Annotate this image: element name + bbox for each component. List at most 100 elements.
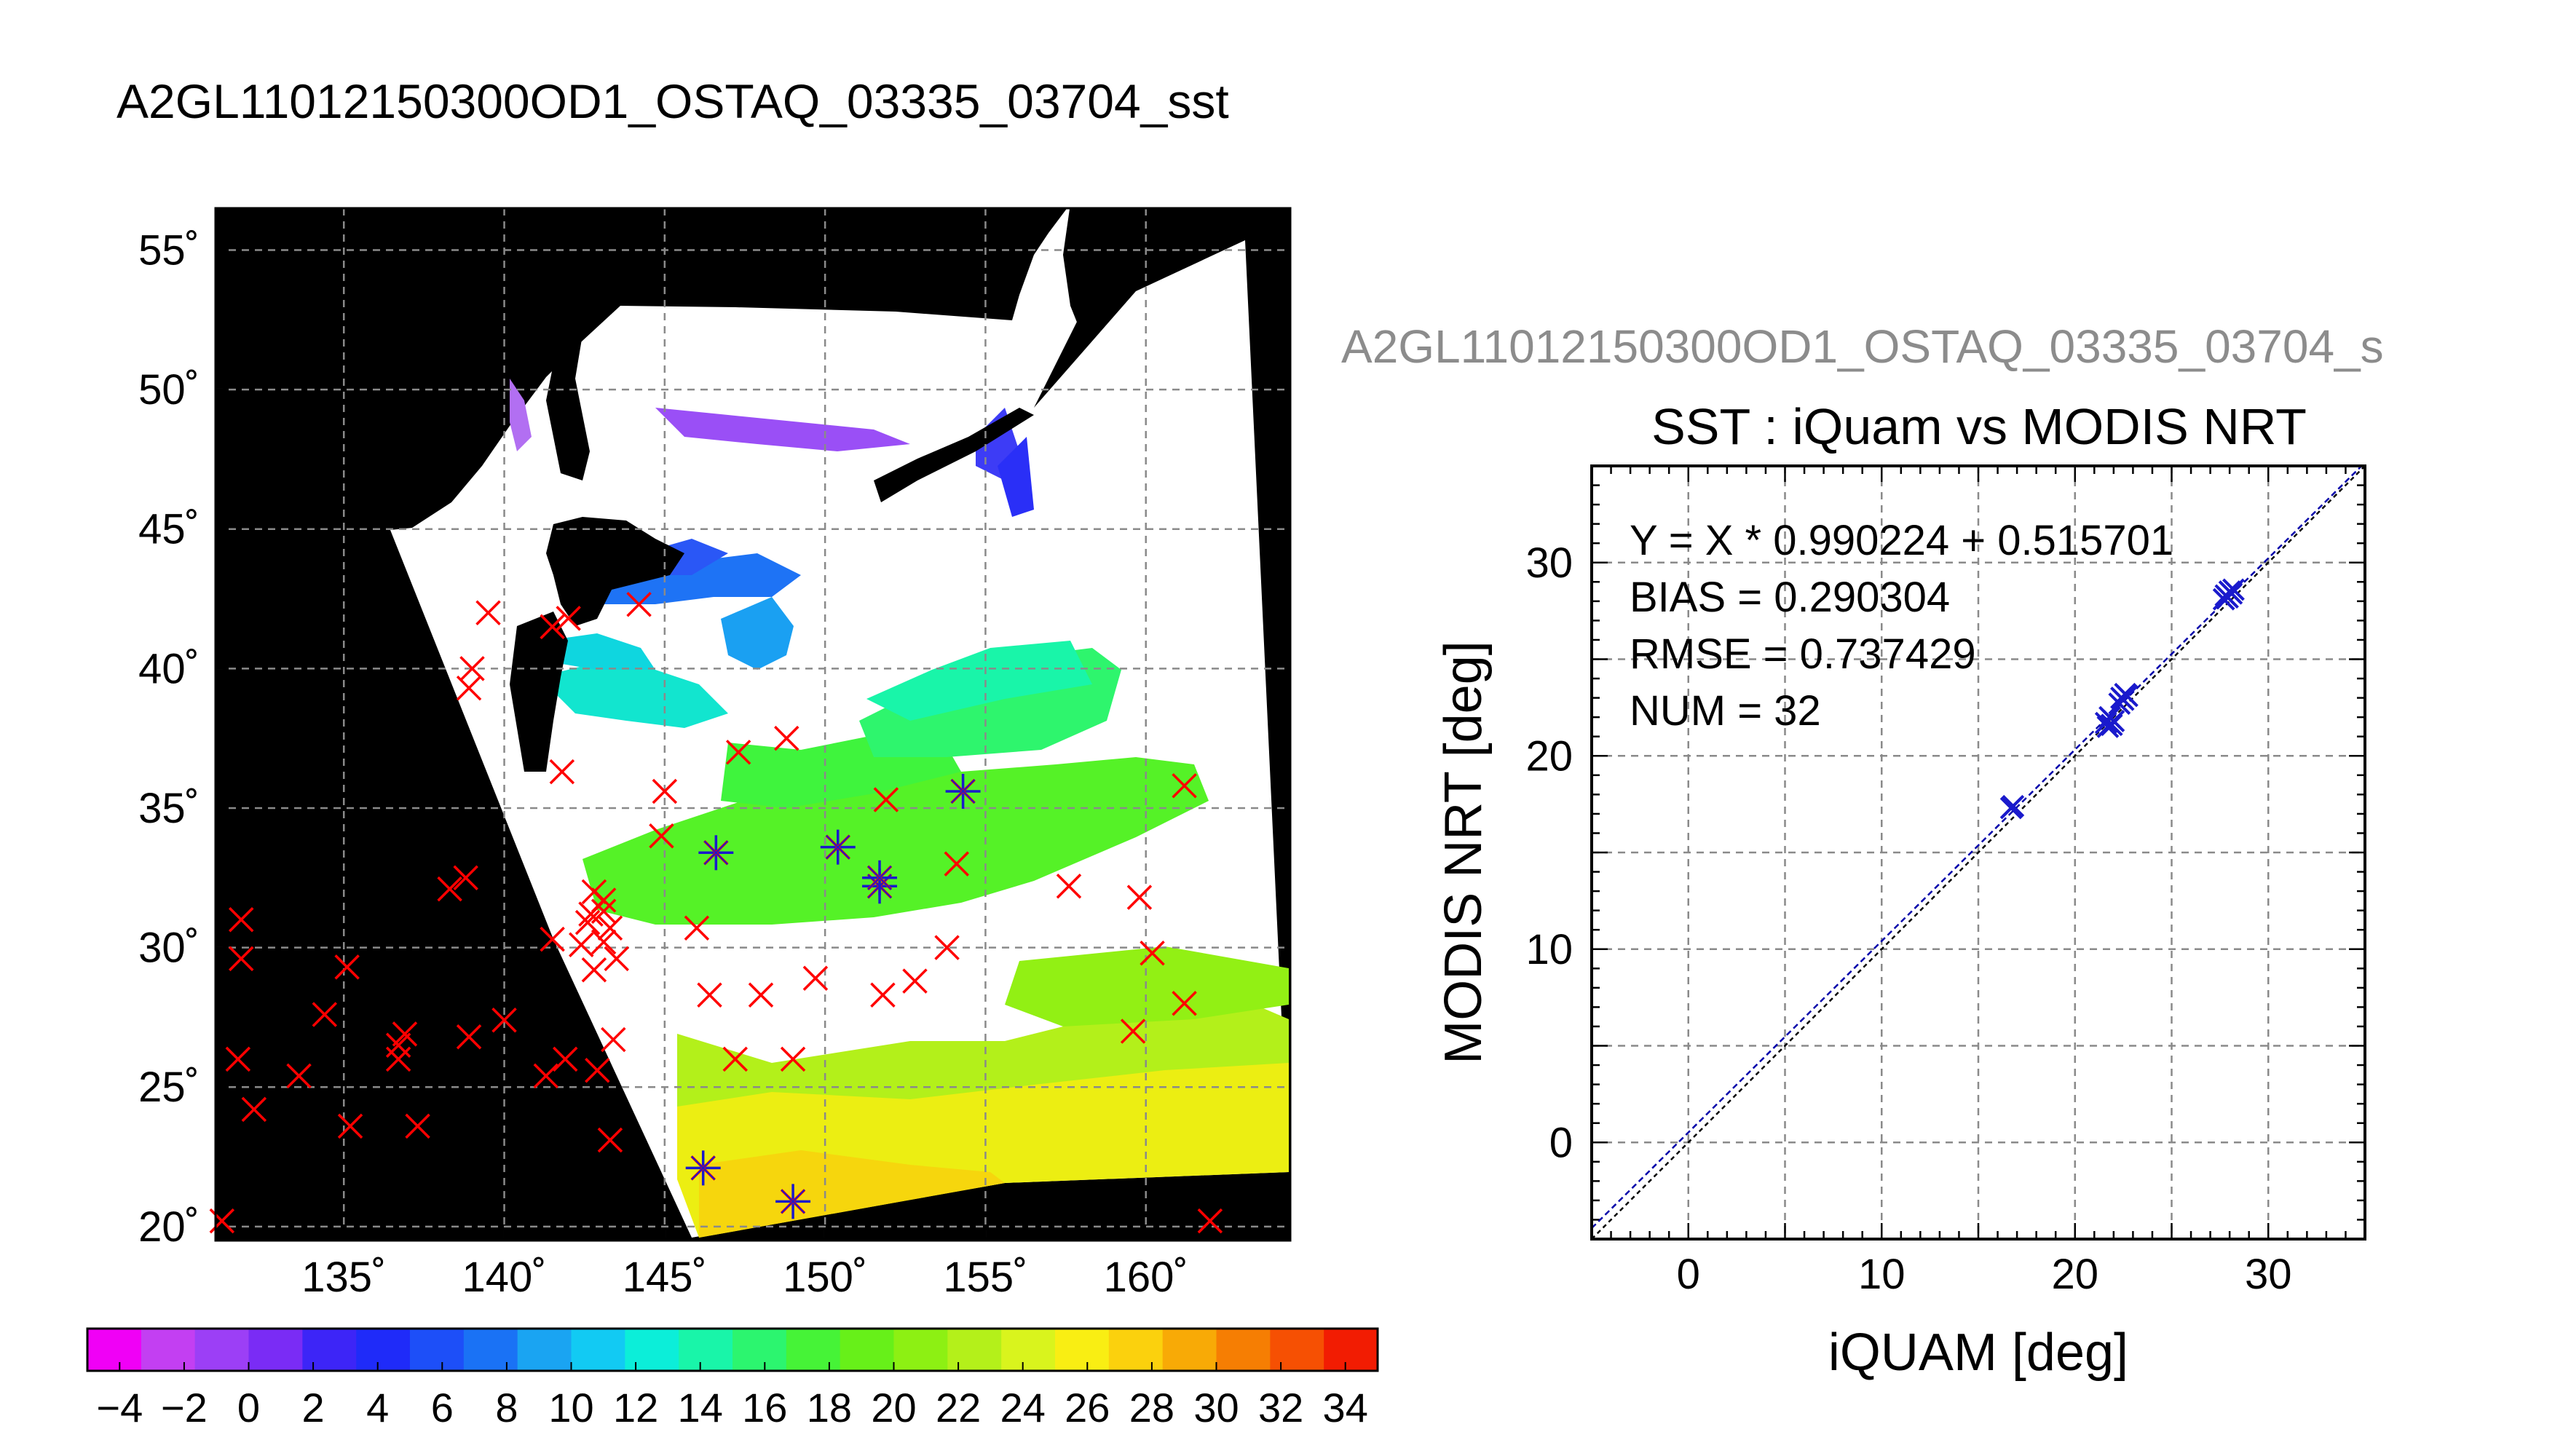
- iquam-buoy-marker: [649, 823, 674, 849]
- iquam-buoy-marker: [934, 935, 960, 960]
- colorbar-cell: [410, 1329, 465, 1371]
- iquam-buoy-marker: [1140, 941, 1165, 966]
- regression-line: [1592, 466, 2364, 1229]
- land-masses: [510, 208, 1136, 772]
- iquam-buoy-marker: [475, 600, 501, 625]
- scatter-y-tick-label: 10: [1525, 926, 1573, 973]
- colorbar-cell: [1324, 1329, 1378, 1371]
- scatter-y-tick-label: 0: [1549, 1119, 1573, 1166]
- sakhalin: [546, 269, 597, 480]
- lon-tick-label: 140˚: [462, 1254, 546, 1301]
- iquam-buoy-marker: [944, 851, 970, 877]
- colorbar-tick-label: 22: [936, 1385, 981, 1431]
- iquam-buoy-marker: [491, 1008, 517, 1033]
- iquam-buoy-marker: [601, 1026, 626, 1053]
- colorbar-tick-label: 18: [807, 1385, 852, 1431]
- colorbar-tick-label: −4: [96, 1385, 143, 1431]
- colorbar-tick-label: −2: [161, 1385, 208, 1431]
- iquam-buoy-marker: [626, 591, 652, 617]
- scatter-file-title: A2GL11012150300OD1_OSTAQ_03335_03704_s: [1341, 320, 2384, 373]
- colorbar-cell: [463, 1329, 518, 1371]
- iquam-buoy-marker: [1126, 885, 1153, 910]
- colorbar-cell: [194, 1329, 250, 1371]
- colorbar-cell: [947, 1329, 1002, 1371]
- colorbar-cell: [141, 1329, 196, 1371]
- iquam-buoy-marker: [556, 606, 581, 631]
- scatter-x-tick-label: 10: [1858, 1251, 1906, 1298]
- iquam-buoy-marker: [597, 915, 623, 941]
- scatter-y-tick-label: 20: [1525, 732, 1573, 780]
- matchup-marker: [775, 1184, 811, 1219]
- colorbar-tick-label: 10: [548, 1385, 593, 1431]
- colorbar-cell: [1001, 1329, 1056, 1371]
- colorbar-cell: [302, 1329, 357, 1371]
- colorbar-cell: [1270, 1329, 1324, 1371]
- scatter-x-tick-label: 0: [1677, 1251, 1700, 1298]
- iquam-buoy-marker: [585, 1057, 610, 1083]
- iquam-buoy-marker: [725, 740, 751, 765]
- colorbar-cell: [517, 1329, 572, 1371]
- iquam-buoy-marker: [392, 1021, 418, 1047]
- lat-tick-label: 55˚: [138, 226, 200, 274]
- honshu-north: [510, 612, 568, 772]
- iquam-buoy-marker: [684, 915, 710, 941]
- iquam-buoy-marker: [229, 907, 254, 933]
- iquam-buoy-marker: [574, 909, 601, 935]
- iquam-buoy-marker: [581, 957, 607, 983]
- scatter-points: [1999, 578, 2245, 820]
- iquam-buoy-marker: [722, 1046, 749, 1072]
- matchup-marker: [698, 835, 734, 871]
- iquam-buoy-marker: [312, 1002, 338, 1027]
- iquam-buoy-marker: [1172, 773, 1197, 799]
- colorbar-tick-labels: −4 −2 0 2 4 6 8 10 12 14 16 18 20 22 24 26 28 30 32 34: [96, 1362, 1368, 1431]
- lat-tick-label: 50˚: [138, 366, 200, 414]
- lat-tick-label: 35˚: [138, 785, 200, 832]
- iquam-buoy-marker: [405, 1113, 430, 1139]
- colorbar-cell: [893, 1329, 948, 1371]
- scatter-point: [2002, 794, 2025, 818]
- map-gridlines: [216, 208, 1290, 1241]
- map-frame: [214, 207, 1292, 1242]
- scatter-y-ticks: 0 10 20 30: [1525, 539, 1573, 1167]
- scatter-title: SST : iQuam vs MODIS NRT: [1651, 398, 2307, 455]
- iquam-buoy-marker: [870, 982, 896, 1008]
- matchup-marker: [685, 1150, 721, 1186]
- iquam-buoy-marker: [540, 614, 565, 640]
- iquam-buoy-marker: [437, 876, 462, 902]
- colorbar-frame: [86, 1327, 1379, 1372]
- iquam-buoy-marker: [1056, 874, 1082, 899]
- iquam-buoy-marker: [902, 968, 928, 994]
- kamchatka: [1063, 208, 1136, 342]
- iquam-buoy-marker: [748, 982, 774, 1008]
- sst-map-panel: 135˚ 140˚ 145˚ 150˚ 155˚ 160˚ 20˚ 25˚ 30˚ 35˚ 40˚…: [138, 207, 1292, 1301]
- scatter-frame: [1590, 464, 2366, 1241]
- iquam-buoy-marker: [604, 946, 629, 972]
- fit-statistic-line: NUM = 32: [1630, 687, 1821, 735]
- colorbar-tick-label: 16: [742, 1385, 787, 1431]
- fit-statistic-line: BIAS = 0.290304: [1630, 574, 1950, 621]
- iquam-buoy-marker: [578, 901, 604, 927]
- lon-tick-label: 160˚: [1104, 1254, 1188, 1301]
- identity-line: [1592, 466, 2365, 1239]
- x-axis-label: iQUAM [deg]: [1828, 1324, 2128, 1382]
- scatter-x-tick-label: 20: [2051, 1251, 2098, 1298]
- scatter-gridlines: [1590, 464, 2366, 1241]
- lat-tick-label: 25˚: [138, 1064, 200, 1111]
- matchup-marker: [820, 829, 856, 865]
- map-markers: [209, 591, 1223, 1234]
- iquam-buoy-marker: [209, 1208, 235, 1234]
- colorbar-tick-label: 20: [871, 1385, 916, 1431]
- colorbar-cell: [1108, 1329, 1164, 1371]
- lon-tick-label: 155˚: [943, 1254, 1027, 1301]
- iquam-buoy-marker: [591, 929, 617, 955]
- iquam-buoy-marker: [456, 1024, 482, 1050]
- colorbar-cell: [1216, 1329, 1271, 1371]
- iquam-buoy-marker: [1172, 991, 1197, 1016]
- iquam-buoy-marker: [286, 1063, 312, 1089]
- iquam-buoy-marker: [533, 1063, 559, 1089]
- lat-tick-label: 20˚: [138, 1203, 200, 1251]
- latitude-ticks: 20˚ 25˚ 30˚ 35˚ 40˚ 45˚ 50˚ 55˚: [138, 226, 200, 1250]
- scatter-fit-lines: [1592, 466, 2365, 1239]
- iquam-buoy-marker: [540, 926, 565, 952]
- sst-colorbar: −4 −2 0 2 4 6 8 10 12 14 16 18 20 22 24 26 28 30 32 34: [86, 1327, 1379, 1431]
